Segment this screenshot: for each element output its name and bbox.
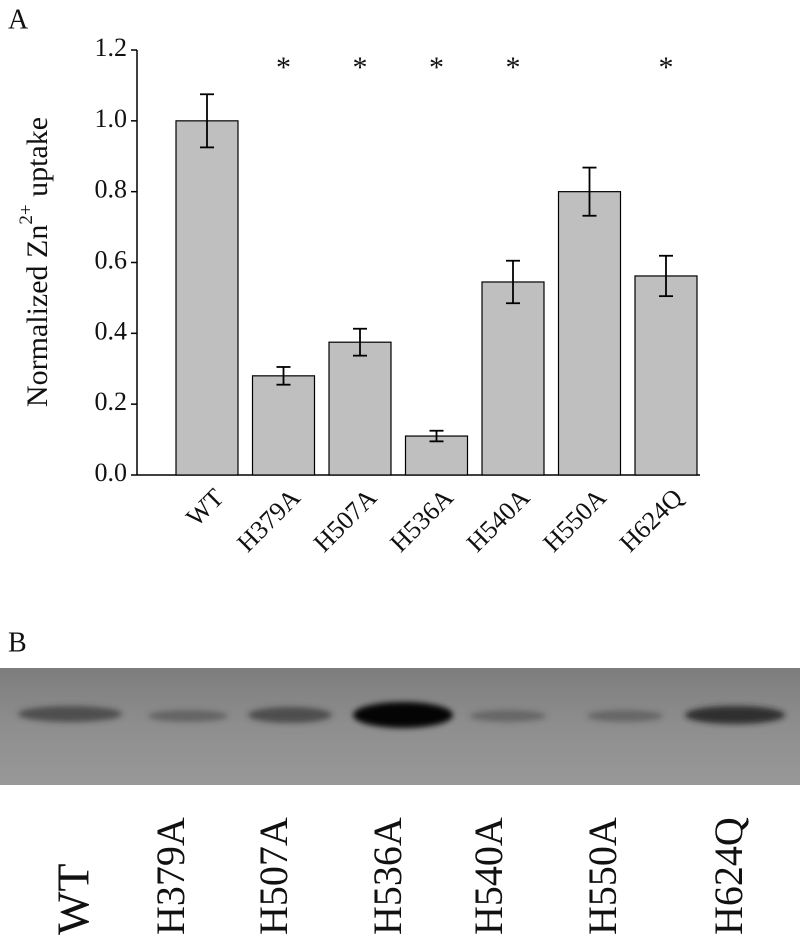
error-bar (276, 366, 291, 386)
y-tick-label: 0.6 (95, 245, 128, 274)
significance-label: * (353, 51, 368, 84)
y-tick-label: 0.2 (95, 387, 128, 416)
band (685, 706, 785, 724)
error-bar (429, 429, 444, 443)
blot-image (0, 668, 800, 785)
lane-label: H624Q (706, 817, 751, 935)
y-tick-label: 0.4 (95, 316, 128, 345)
lane-label: H379A (148, 817, 193, 935)
bar (328, 341, 392, 476)
significance-label: * (659, 51, 674, 84)
x-tick-label: H540A (461, 483, 536, 558)
lane-label: H507A (251, 817, 296, 935)
y-tick-label: 1.2 (95, 33, 128, 62)
error-bar (659, 254, 673, 298)
x-tick-label: H507A (308, 483, 383, 558)
y-label-part: Normalized Zn (21, 225, 54, 407)
lane-label: H540A (466, 817, 511, 935)
y-tick-label: 1.0 (95, 104, 128, 133)
error-bar (200, 93, 214, 149)
bar (634, 275, 698, 476)
y-tick-label: 0.8 (95, 175, 128, 204)
lane-label: H536A (365, 817, 410, 935)
blot-bands (18, 702, 785, 728)
y-tick-label: 0.0 (95, 458, 128, 487)
y-label-part: uptake (21, 117, 54, 204)
x-tick-label: H550A (537, 483, 612, 558)
error-bar (582, 166, 597, 217)
lane-label: H550A (580, 817, 625, 935)
significance-label: * (429, 51, 444, 84)
panel-label: B (8, 627, 27, 658)
band (18, 706, 122, 722)
x-tick-label: WT (180, 483, 229, 532)
y-label-superscript: 2+ (16, 204, 37, 224)
y-axis-label: Normalized Zn2+ uptake (16, 117, 54, 407)
band (248, 707, 332, 723)
bar (481, 281, 545, 476)
bar (175, 120, 239, 476)
bar (557, 191, 622, 476)
band (587, 710, 663, 722)
error-bar (353, 327, 367, 357)
x-tick-label: H379A (231, 483, 306, 558)
lane-label: WT (48, 863, 99, 935)
x-tick-label: H536A (384, 483, 459, 558)
panel-label: A (8, 4, 29, 35)
band (148, 710, 228, 722)
error-bar (506, 259, 520, 305)
x-tick-label: H624Q (614, 483, 689, 558)
band (353, 702, 453, 728)
bar (251, 375, 316, 476)
band (470, 710, 546, 722)
significance-label: * (276, 51, 291, 84)
significance-label: * (506, 51, 521, 84)
